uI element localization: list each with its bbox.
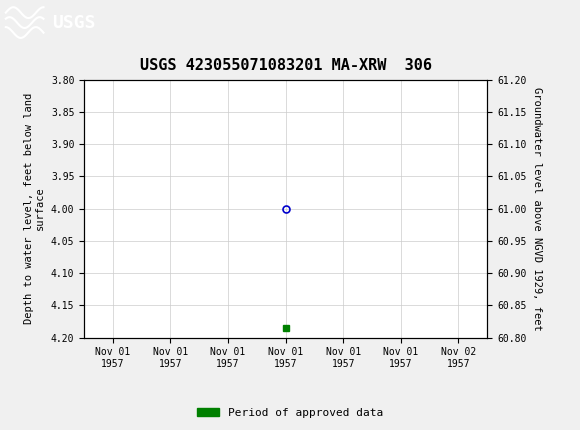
- Text: USGS: USGS: [52, 14, 96, 31]
- Y-axis label: Groundwater level above NGVD 1929, feet: Groundwater level above NGVD 1929, feet: [532, 87, 542, 330]
- Y-axis label: Depth to water level, feet below land
surface: Depth to water level, feet below land su…: [24, 93, 45, 324]
- Title: USGS 423055071083201 MA-XRW  306: USGS 423055071083201 MA-XRW 306: [140, 58, 432, 73]
- Legend: Period of approved data: Period of approved data: [193, 403, 387, 422]
